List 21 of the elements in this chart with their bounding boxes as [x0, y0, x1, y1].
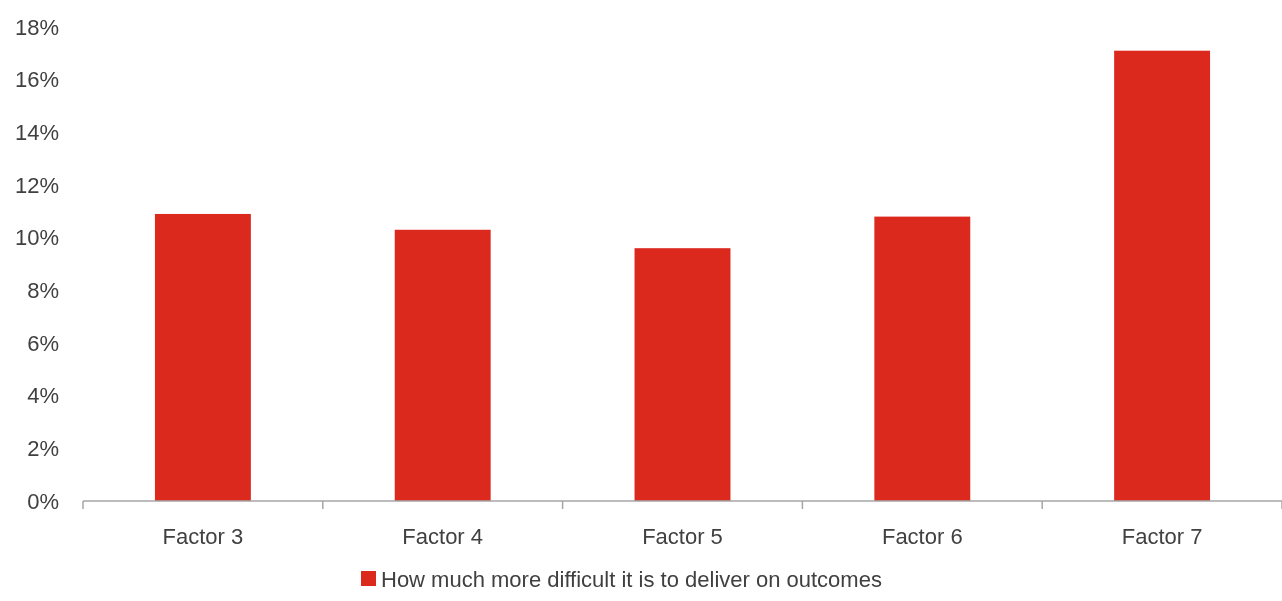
bar — [1114, 50, 1211, 501]
x-tick-label: Factor 7 — [1121, 524, 1203, 549]
y-tick-label: 16% — [14, 67, 59, 93]
x-tick-label: Factor 5 — [642, 524, 723, 549]
bar — [874, 216, 971, 501]
x-tick-label: Factor 4 — [402, 524, 484, 549]
y-tick-label: 4% — [27, 383, 59, 409]
y-tick-label: 18% — [14, 14, 59, 40]
x-tick-label: Factor 6 — [881, 524, 963, 549]
y-tick-label: 14% — [14, 120, 59, 146]
bar — [154, 213, 251, 501]
bar — [634, 248, 731, 501]
legend-label: How much more difficult it is to deliver on outcomes — [381, 566, 882, 592]
y-tick-label: 12% — [14, 172, 59, 198]
y-tick-label: 6% — [27, 330, 59, 356]
x-tick-label: Factor 3 — [162, 524, 244, 549]
y-tick-label: 10% — [14, 225, 59, 251]
y-tick-label: 0% — [27, 488, 59, 514]
bar — [394, 229, 491, 501]
y-tick-label: 2% — [27, 436, 59, 462]
y-tick-label: 8% — [27, 278, 59, 304]
